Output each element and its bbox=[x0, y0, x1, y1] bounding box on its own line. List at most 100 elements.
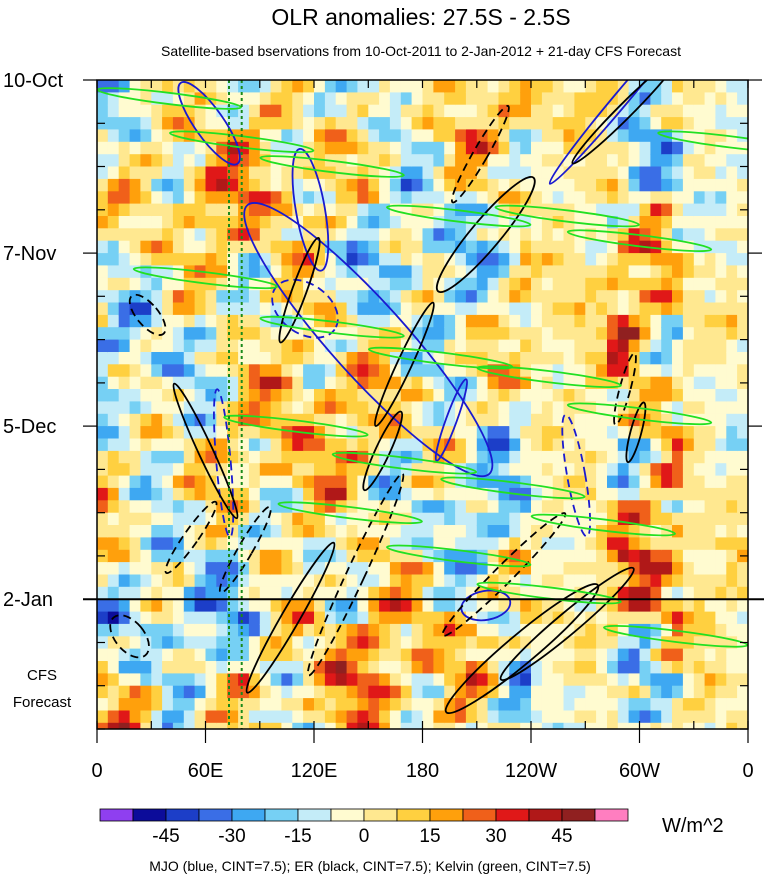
heatmap-cell bbox=[444, 722, 456, 729]
heatmap-cell bbox=[715, 203, 727, 217]
heatmap-cell bbox=[628, 611, 641, 625]
heatmap-cell bbox=[216, 129, 228, 143]
heatmap-cell bbox=[650, 710, 662, 724]
heatmap-cell bbox=[672, 525, 684, 538]
heatmap-cell bbox=[379, 178, 391, 192]
heatmap-cell bbox=[596, 487, 608, 501]
heatmap-cell bbox=[194, 648, 207, 662]
heatmap-cell bbox=[693, 302, 706, 316]
heatmap-cell bbox=[248, 623, 261, 637]
heatmap-cell bbox=[726, 636, 738, 650]
heatmap-cell bbox=[661, 191, 673, 205]
heatmap-cell bbox=[411, 661, 424, 674]
heatmap-cell bbox=[661, 92, 673, 106]
heatmap-cell bbox=[389, 512, 402, 526]
heatmap-cell bbox=[476, 549, 489, 563]
heatmap-cell bbox=[411, 426, 424, 440]
heatmap-cell bbox=[487, 685, 500, 699]
heatmap-cell bbox=[509, 611, 521, 625]
heatmap-cell bbox=[715, 685, 727, 699]
heatmap-cell bbox=[617, 438, 630, 452]
heatmap-cell bbox=[574, 438, 586, 452]
heatmap-cell bbox=[661, 141, 673, 155]
heatmap-cell bbox=[270, 265, 282, 279]
heatmap-cell bbox=[97, 512, 109, 526]
heatmap-cell bbox=[552, 290, 565, 304]
heatmap-cell bbox=[379, 661, 391, 674]
heatmap-cell bbox=[509, 685, 521, 699]
heatmap-cell bbox=[216, 611, 228, 625]
heatmap-cell bbox=[194, 178, 207, 192]
heatmap-cell bbox=[281, 401, 293, 415]
heatmap-cell bbox=[672, 537, 684, 551]
heatmap-cell bbox=[596, 92, 608, 106]
heatmap-cell bbox=[97, 413, 109, 427]
heatmap-cell bbox=[444, 216, 456, 229]
heatmap-cell bbox=[140, 302, 152, 316]
heatmap-cell bbox=[389, 475, 402, 489]
heatmap-cell bbox=[444, 611, 456, 625]
heatmap-cell bbox=[227, 339, 239, 353]
heatmap-cell bbox=[238, 240, 250, 254]
heatmap-cell bbox=[118, 166, 131, 180]
heatmap-cell bbox=[498, 129, 510, 143]
er-contour bbox=[362, 410, 404, 492]
heatmap-cell bbox=[650, 463, 662, 477]
heatmap-cell bbox=[715, 586, 727, 600]
heatmap-cell bbox=[183, 117, 196, 131]
heatmap-cell bbox=[520, 636, 532, 650]
heatmap-cell bbox=[531, 240, 543, 254]
heatmap-cell bbox=[259, 586, 272, 600]
heatmap-cell bbox=[541, 141, 554, 155]
heatmap-cell bbox=[693, 722, 706, 729]
heatmap-cell bbox=[661, 413, 673, 427]
heatmap-cell bbox=[476, 277, 489, 291]
heatmap-cell bbox=[672, 722, 684, 729]
heatmap-cell bbox=[476, 203, 489, 217]
heatmap-cell bbox=[140, 352, 152, 365]
heatmap-cell bbox=[238, 364, 250, 378]
heatmap-cell bbox=[129, 722, 141, 729]
heatmap-cell bbox=[259, 549, 272, 563]
heatmap-cell bbox=[292, 178, 304, 192]
heatmap-cell bbox=[281, 265, 293, 279]
heatmap-cell bbox=[563, 586, 575, 600]
heatmap-cell bbox=[607, 562, 619, 576]
heatmap-cell bbox=[314, 376, 326, 390]
heatmap-cell bbox=[574, 661, 586, 674]
mjo-contour bbox=[213, 388, 235, 539]
heatmap-cell bbox=[281, 352, 293, 365]
heatmap-cell bbox=[476, 413, 489, 427]
heatmap-cell bbox=[487, 265, 500, 279]
heatmap-cell bbox=[552, 661, 565, 674]
heatmap-cell bbox=[314, 92, 326, 106]
heatmap-cell bbox=[97, 685, 109, 699]
heatmap-cell bbox=[292, 611, 304, 625]
heatmap-cell bbox=[444, 648, 456, 662]
heatmap-cell bbox=[455, 586, 467, 600]
heatmap-cell bbox=[682, 376, 695, 390]
heatmap-cell bbox=[574, 352, 586, 365]
heatmap-cell bbox=[639, 80, 651, 93]
heatmap-cell bbox=[357, 80, 369, 93]
heatmap-cell bbox=[140, 228, 152, 242]
heatmap-cell bbox=[368, 265, 380, 279]
heatmap-cell bbox=[194, 636, 207, 650]
heatmap-cell bbox=[194, 117, 207, 131]
heatmap-cell bbox=[357, 562, 369, 576]
heatmap-cell bbox=[97, 401, 109, 415]
heatmap-cell bbox=[292, 710, 304, 724]
heatmap-cell bbox=[411, 685, 424, 699]
heatmap-cell bbox=[704, 648, 716, 662]
heatmap-cell bbox=[509, 154, 521, 168]
heatmap-cell bbox=[552, 302, 565, 316]
heatmap-cell bbox=[107, 277, 120, 291]
heatmap-cell bbox=[379, 154, 391, 168]
heatmap-cell bbox=[183, 438, 196, 452]
heatmap-cell bbox=[411, 253, 424, 267]
heatmap-cell bbox=[498, 302, 510, 316]
heatmap-cell bbox=[216, 314, 228, 328]
heatmap-cell bbox=[672, 475, 684, 489]
heatmap-cell bbox=[693, 364, 706, 378]
